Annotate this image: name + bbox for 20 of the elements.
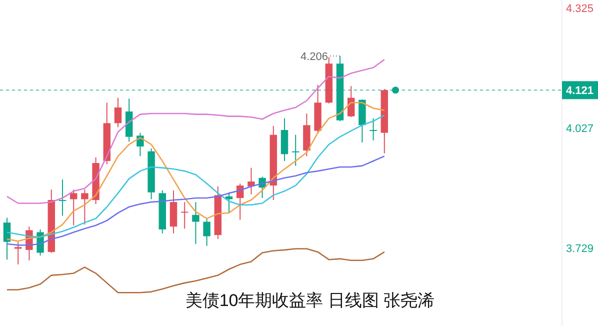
candlestick: [292, 134, 300, 166]
annotation: 4.206: [300, 50, 328, 63]
candlestick: [203, 218, 210, 246]
line-series: [6, 58, 386, 204]
candlestick: [81, 189, 88, 226]
candlestick: [248, 167, 255, 195]
candlestick: [192, 202, 200, 244]
candlestick: [3, 217, 11, 260]
candlestick: [370, 118, 377, 141]
y-tick-label: 3.729: [566, 242, 594, 255]
y-tick-label: 4.027: [566, 122, 594, 135]
text: 美债10年期收益率 日线图 张尧浠: [185, 291, 435, 310]
candlestick: [14, 241, 22, 265]
candlestick: [70, 189, 78, 226]
candlestick: [180, 202, 188, 230]
line-series: [6, 248, 386, 294]
candlestick: [114, 97, 122, 128]
ref-line-label: 4.121: [566, 85, 594, 98]
y-tick-label: 4.325: [566, 3, 594, 16]
candlestick: [58, 179, 66, 216]
